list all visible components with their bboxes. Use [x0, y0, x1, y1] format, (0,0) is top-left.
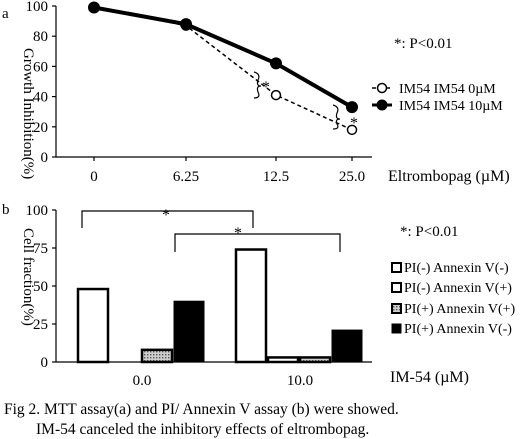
panel-a-x-tick-label: 6.25	[173, 169, 199, 185]
panel-a-x-tick-label: 0	[90, 169, 98, 185]
panel-b-legend-swatch	[391, 262, 402, 273]
panel-b-x-axis-label: IM-54 (µM)	[390, 369, 469, 386]
panel-a-y-tick-label: 100	[26, 0, 49, 15]
panel-a-point-im54-10um	[180, 18, 192, 31]
panel-a-legend-marker-im54-10um	[376, 99, 388, 111]
panel-b-letter: b	[2, 202, 10, 218]
panel-a-y-tick-label: 40	[33, 90, 48, 106]
panel-a-y-tick-label: 0	[41, 150, 49, 166]
panel-a-x-tick-label: 25.0	[339, 169, 365, 185]
panel-b-bar	[76, 287, 110, 364]
panel-a-star-right: *	[350, 115, 358, 132]
panel-b-bar	[298, 356, 332, 364]
panel-a-y-axis-label: Growth Inhibition(%)	[20, 48, 36, 179]
panel-a-point-im54-10um	[270, 57, 282, 70]
panel-a-y-tick-label: 20	[33, 120, 48, 136]
panel-b-bracket-left	[81, 210, 254, 228]
panel-a-p-note: *: P<0.01	[394, 36, 452, 52]
panel-a-letter: a	[2, 6, 9, 22]
panel-b-star-left: *	[162, 207, 170, 224]
panel-b-legend-label: PI(+) Annexin V(-)	[404, 322, 512, 337]
panel-b-legend-swatch	[391, 303, 402, 314]
panel-b-p-note: *: P<0.01	[400, 224, 458, 240]
figure-caption-line-1: Fig 2. MTT assay(a) and PI/ Annexin V as…	[4, 401, 399, 418]
panel-b-legend-label: PI(+) Annexin V(+)	[404, 302, 516, 317]
panel-b-legend-label: PI(-) Annexin V(-)	[404, 261, 509, 276]
panel-a-line-chart: 0 20 40 60 80 100 0 6.25 12.5 25.0 IM54 IM54 0µM IM…	[26, 0, 504, 185]
panel-b-star-right: *	[234, 225, 242, 242]
panel-b-legend-label: PI(-) Annexin V(+)	[404, 281, 512, 296]
panel-a-point-im54-0um	[346, 124, 358, 136]
panel-b-bar	[331, 329, 363, 363]
panel-b-y-axis-label: Cell fraction(%)	[20, 228, 36, 326]
panel-a-y-tick-label: 80	[33, 29, 48, 45]
panel-a-point-im54-0um	[270, 89, 282, 101]
panel-b-bar	[173, 300, 205, 363]
panel-a-legend-label-im54-0um: IM54 IM54 0µM	[399, 82, 496, 97]
panel-a-x-tick-label: 12.5	[263, 169, 289, 185]
panel-b-bar	[140, 348, 174, 364]
panel-b-x-tick-label: 0.0	[133, 373, 152, 389]
panel-a-legend-marker-im54-0um	[376, 82, 388, 94]
panel-b-bracket-right	[174, 233, 341, 252]
panel-a-brace-between	[253, 71, 262, 99]
panel-b-legend-swatch	[391, 323, 402, 334]
panel-b-y-tick-label: 0	[41, 355, 49, 371]
panel-a-point-im54-10um	[346, 101, 358, 114]
panel-b-y-tick-label: 25	[33, 317, 48, 333]
panel-b-y-tick-label: 75	[33, 241, 48, 257]
panel-b-y-tick-label: 100	[26, 203, 49, 219]
panel-b-y-tick-label: 50	[33, 279, 48, 295]
panel-b-bar	[266, 356, 300, 364]
figure-caption-line-2: IM-54 canceled the inhibitory effects of…	[36, 421, 369, 438]
panel-a-legend-label-im54-10um: IM54 IM54 10µM	[399, 99, 503, 114]
panel-b-bar-chart: 0 25 50 75 100 0.0 10.0 PI(-) Annexin V(-) PI(-)…	[26, 203, 516, 389]
panel-a-y-tick-label: 60	[33, 59, 48, 75]
panel-a-point-im54-10um	[88, 1, 100, 14]
panel-a-series-line-im54-10um	[93, 5, 353, 109]
panel-b-bar	[234, 248, 268, 364]
panel-b-legend-swatch	[391, 282, 402, 293]
panel-a-star-between: *	[262, 79, 270, 96]
panel-a-series-line-im54-0um	[93, 6, 353, 131]
panel-a-brace-right	[332, 104, 341, 130]
panel-b-x-tick-label: 10.0	[287, 373, 313, 389]
panel-a-x-axis-label: Eltrombopag (µM)	[388, 168, 510, 185]
